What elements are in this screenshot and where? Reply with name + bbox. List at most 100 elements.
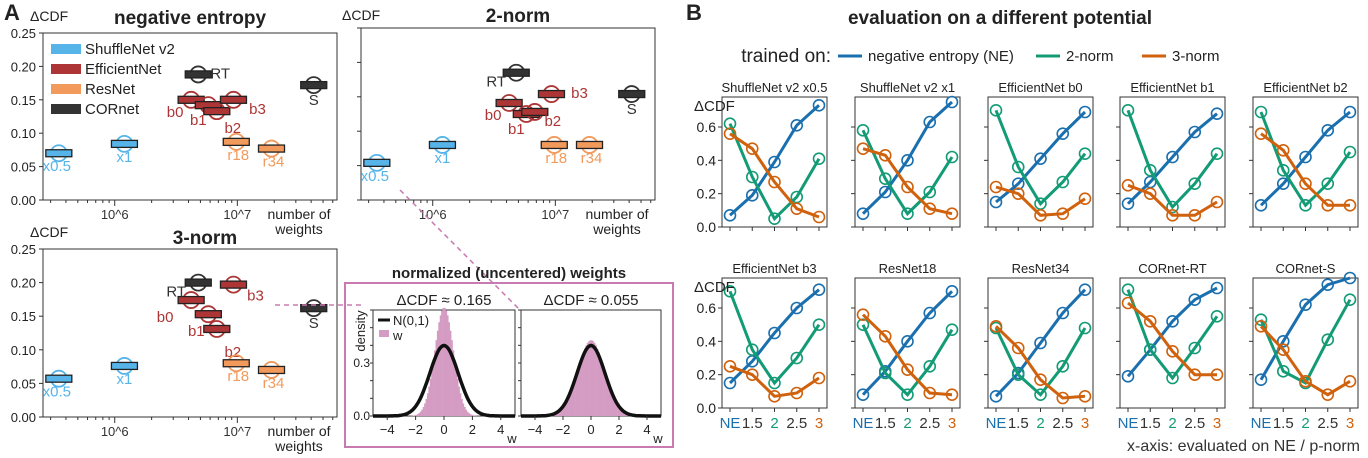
x-tick-label: 2 xyxy=(1301,415,1309,432)
series-point xyxy=(723,376,737,390)
point-label: b2 xyxy=(224,120,241,137)
histogram-bar xyxy=(624,413,627,416)
histogram-bar xyxy=(621,411,624,416)
x-tick-label: 2 xyxy=(1036,415,1044,432)
x-axis-label: weights xyxy=(592,221,640,237)
series-line-1 xyxy=(1126,112,1218,205)
histogram-bar xyxy=(451,340,453,416)
histogram-bar xyxy=(458,386,460,416)
point-label: r34 xyxy=(263,375,285,392)
series-point xyxy=(878,185,892,199)
x-tick-label: 1.5 xyxy=(875,415,896,432)
legend-label: ResNet xyxy=(85,81,136,98)
point-label: x0.5 xyxy=(361,168,389,185)
series-point xyxy=(1254,320,1268,333)
histogram-bar xyxy=(558,411,561,416)
series-point xyxy=(945,388,959,401)
normal-curve xyxy=(373,343,515,418)
series-line-3 xyxy=(1260,132,1350,207)
histogram-bar xyxy=(577,371,579,416)
histogram-bar xyxy=(581,356,583,416)
x-tick-label: NE xyxy=(1251,415,1272,432)
point-label: b0 xyxy=(157,309,174,326)
histogram-bar xyxy=(461,398,463,416)
median-bar xyxy=(257,365,286,375)
x-tick-label: 10^6 xyxy=(101,424,129,439)
series-point xyxy=(901,180,914,194)
histogram-bar xyxy=(565,403,568,416)
series-point xyxy=(1056,360,1070,373)
series-line-2 xyxy=(861,129,954,217)
x-tick-label: 2.5 xyxy=(1317,415,1338,432)
subplot-title: ShuffleNet v2 x1 xyxy=(860,80,955,95)
series-point xyxy=(723,209,737,222)
data-point-r18: r18 xyxy=(222,354,250,385)
x-tick-label: 10^7 xyxy=(223,424,251,439)
series-point xyxy=(878,172,892,185)
series-point xyxy=(878,330,892,343)
point-label: RT xyxy=(166,284,186,301)
series-point xyxy=(1210,195,1224,209)
x-tick-label: 1.5 xyxy=(1008,415,1029,432)
median-bar xyxy=(521,107,549,117)
series-point xyxy=(856,308,870,321)
y-axis-label: density xyxy=(353,310,368,352)
series-point xyxy=(1011,187,1025,200)
point-label: RT xyxy=(486,74,506,91)
point-label: x0.5 xyxy=(43,384,71,401)
panel-label-a: A xyxy=(4,0,20,25)
y-tick-label: 0.3 xyxy=(353,356,370,370)
series-point xyxy=(989,180,1003,194)
histogram-bar xyxy=(436,330,439,416)
series-point xyxy=(1121,370,1135,383)
median-bar xyxy=(177,95,205,104)
median-bar xyxy=(219,95,248,104)
series-point xyxy=(856,388,870,401)
histogram-bar xyxy=(444,307,446,416)
point-label: b3 xyxy=(571,85,588,102)
legend-label: negative entropy (NE) xyxy=(868,48,1014,65)
histogram-bar xyxy=(419,411,422,416)
series-point xyxy=(945,323,959,336)
point-label: r18 xyxy=(227,147,249,164)
series-point xyxy=(1299,177,1312,190)
histogram-bar xyxy=(619,409,621,416)
series-point xyxy=(989,320,1003,333)
histogram-bar xyxy=(428,386,431,416)
plot-frame xyxy=(42,248,338,418)
histogram-bar xyxy=(429,378,432,416)
x-tick-label: −4 xyxy=(528,422,543,437)
histogram-bar xyxy=(446,315,449,416)
x-tick-label: 3 xyxy=(1346,415,1354,432)
y-tick-label: 0.00 xyxy=(11,193,36,208)
x-tick-label: NE xyxy=(986,415,1007,432)
scatter-plot-3: 3-norm ΔCDF 0.00 0.05 0.10 0.15 0.20 0.25 10^6 10… xyxy=(11,224,338,454)
point-label: b1 xyxy=(508,121,525,138)
series-line-1 xyxy=(995,110,1087,204)
series-point xyxy=(1321,333,1335,346)
histogram-bar xyxy=(593,342,596,416)
x-tick-label: 3 xyxy=(948,415,956,432)
data-point-b0: b0 xyxy=(167,90,205,121)
data-point-b2: b2 xyxy=(203,102,241,137)
y-tick-label: 0.15 xyxy=(11,93,36,108)
histogram-bar xyxy=(596,348,599,416)
series-line-2 xyxy=(1259,111,1352,208)
series-line-1 xyxy=(861,290,954,396)
histogram-bar xyxy=(561,409,564,416)
panel-label-b: B xyxy=(686,0,702,25)
series-point xyxy=(923,306,937,320)
median-bar xyxy=(537,89,566,99)
x-tick-label: 10^6 xyxy=(101,207,129,222)
x-tick-label: 2 xyxy=(770,415,778,432)
data-point-b1: b1 xyxy=(188,305,222,340)
histogram-bar xyxy=(598,352,600,416)
y-tick-label: 0.0 xyxy=(353,409,370,423)
y-tick-label: 0.6 xyxy=(697,119,717,135)
histogram-bar xyxy=(574,380,576,416)
x-tick-label: 1.5 xyxy=(1140,415,1161,432)
series-line-2 xyxy=(994,327,1087,397)
histogram-bar xyxy=(435,340,438,416)
series-point xyxy=(723,117,737,130)
legend-swatch xyxy=(379,330,389,337)
